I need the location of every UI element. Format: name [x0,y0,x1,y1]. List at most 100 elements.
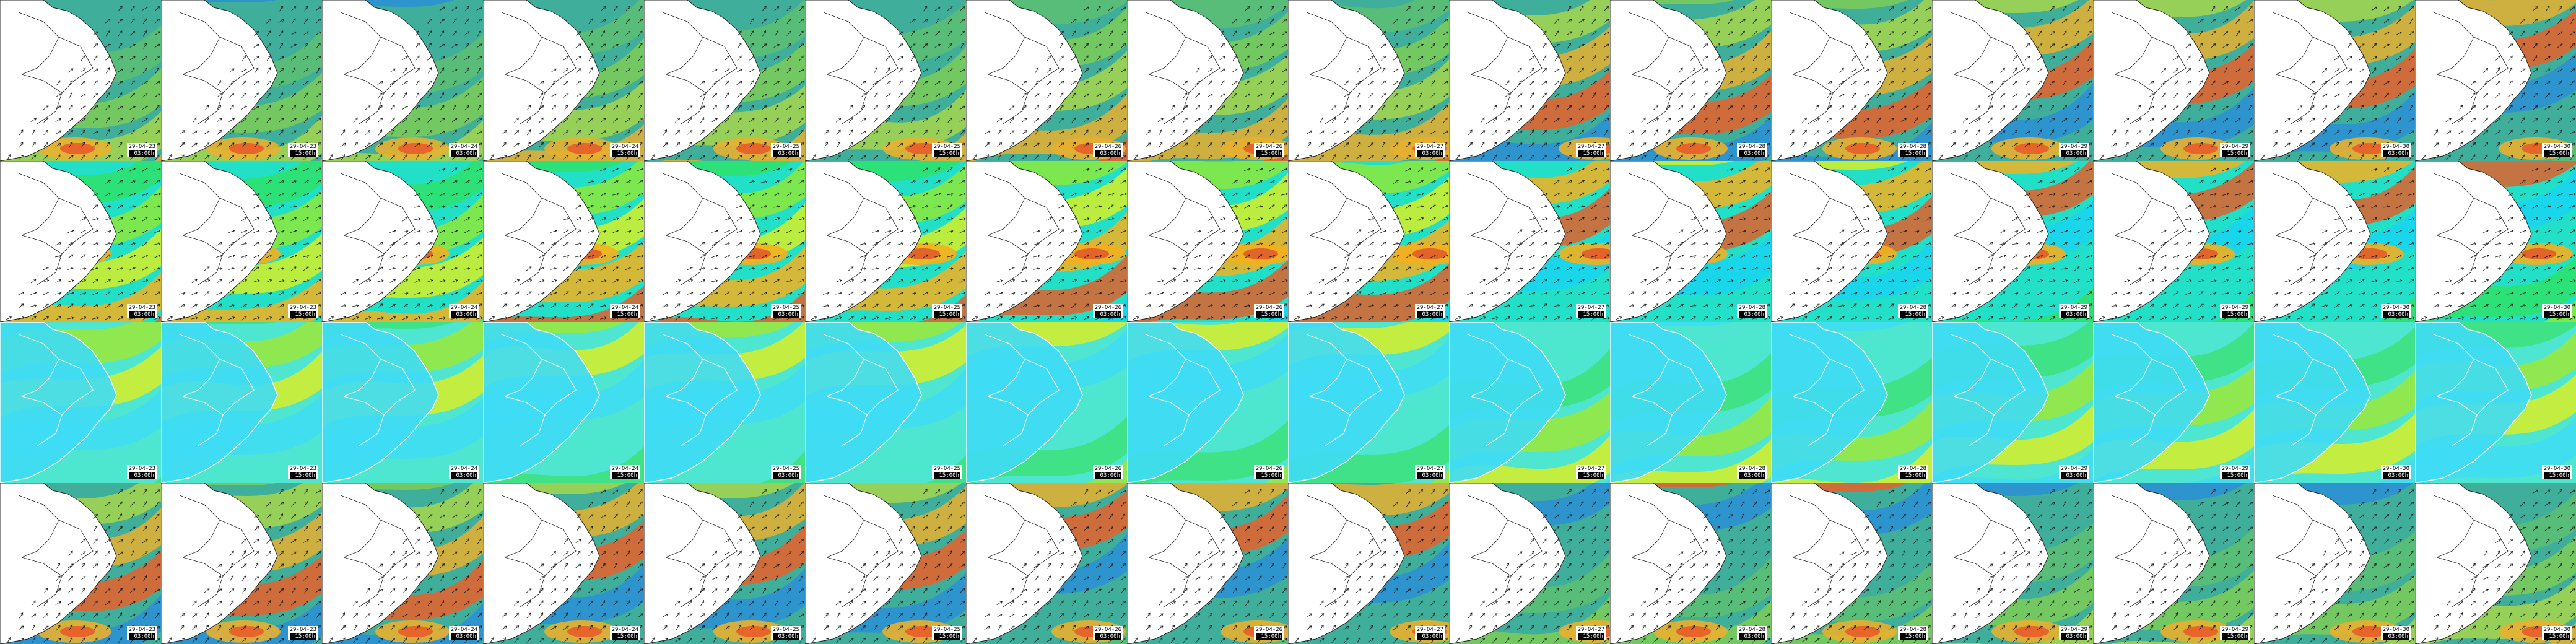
forecast-time: 03:00h [772,472,799,479]
forecast-panel: 29-04-23 03:00h [0,322,161,483]
forecast-date: 29-04-26 [1255,466,1282,472]
forecast-map [1932,161,2093,322]
forecast-panel: 29-04-29 15:00h [2093,0,2254,161]
forecast-map [1771,0,1932,161]
forecast-panel: 29-04-25 03:00h [644,161,805,322]
timestamp-label: 29-04-28 15:00h [1897,143,1928,157]
forecast-time: 15:00h [2543,472,2570,479]
forecast-time: 03:00h [128,150,155,157]
forecast-time: 15:00h [289,311,316,318]
forecast-time: 15:00h [1255,633,1282,640]
forecast-panel: 29-04-25 15:00h [805,322,966,483]
forecast-time: 15:00h [1899,150,1926,157]
forecast-date: 29-04-25 [933,627,960,633]
forecast-panel: 29-04-29 15:00h [2093,322,2254,483]
forecast-time: 15:00h [933,150,960,157]
forecast-time: 03:00h [1738,311,1765,318]
forecast-time: 03:00h [2060,150,2087,157]
forecast-panel: 29-04-24 03:00h [322,161,483,322]
timestamp-label: 29-04-28 15:00h [1897,626,1928,640]
forecast-date: 29-04-27 [1416,466,1443,472]
forecast-date: 29-04-25 [772,627,799,633]
forecast-date: 29-04-28 [1899,466,1926,472]
forecast-panel: 29-04-26 03:00h [966,161,1127,322]
forecast-map [322,322,483,483]
forecast-date: 29-04-23 [128,466,155,472]
timestamp-label: 29-04-26 03:00h [1092,626,1123,640]
forecast-time: 15:00h [611,633,638,640]
forecast-map [805,161,966,322]
forecast-panel: 29-04-25 15:00h [805,0,966,161]
forecast-map [1932,483,2093,644]
forecast-time: 15:00h [933,311,960,318]
forecast-date: 29-04-26 [1094,305,1121,311]
timestamp-label: 29-04-29 15:00h [2219,465,2250,479]
forecast-panel: 29-04-29 03:00h [1932,322,2093,483]
forecast-panel: 29-04-27 15:00h [1449,483,1610,644]
timestamp-label: 29-04-23 03:00h [126,465,157,479]
forecast-panel: 29-04-30 03:00h [2254,161,2415,322]
forecast-date: 29-04-25 [772,144,799,150]
forecast-date: 29-04-30 [2382,305,2409,311]
forecast-date: 29-04-27 [1416,627,1443,633]
forecast-date: 29-04-30 [2543,144,2570,150]
forecast-time: 15:00h [2221,472,2248,479]
forecast-date: 29-04-26 [1255,144,1282,150]
timestamp-label: 29-04-23 15:00h [287,626,318,640]
forecast-map [1127,322,1288,483]
forecast-panel: 29-04-28 15:00h [1771,322,1932,483]
forecast-panel: 29-04-25 03:00h [644,322,805,483]
forecast-date: 29-04-23 [128,144,155,150]
forecast-panel: 29-04-23 03:00h [0,0,161,161]
forecast-panel: 29-04-29 15:00h [2093,483,2254,644]
timestamp-label: 29-04-24 15:00h [609,626,640,640]
forecast-map [644,483,805,644]
forecast-date: 29-04-29 [2221,144,2248,150]
forecast-time: 15:00h [1255,311,1282,318]
forecast-date: 29-04-27 [1577,305,1604,311]
forecast-panel: 29-04-29 03:00h [1932,0,2093,161]
forecast-panel: 29-04-23 15:00h [161,483,322,644]
forecast-map [1771,483,1932,644]
forecast-date: 29-04-30 [2543,305,2570,311]
forecast-map [483,483,644,644]
forecast-map [1288,0,1449,161]
forecast-date: 29-04-30 [2382,144,2409,150]
forecast-time: 03:00h [2382,150,2409,157]
forecast-time: 03:00h [128,472,155,479]
forecast-time: 15:00h [2543,633,2570,640]
forecast-map [1449,322,1610,483]
forecast-date: 29-04-29 [2060,627,2087,633]
timestamp-label: 29-04-28 03:00h [1736,304,1767,318]
forecast-map [1449,483,1610,644]
timestamp-label: 29-04-30 03:00h [2380,465,2411,479]
forecast-map [805,322,966,483]
forecast-map [1610,161,1771,322]
forecast-panel: 29-04-26 15:00h [1127,0,1288,161]
forecast-map [322,0,483,161]
forecast-time: 03:00h [1738,633,1765,640]
forecast-time: 03:00h [772,150,799,157]
forecast-date: 29-04-28 [1899,627,1926,633]
forecast-time: 03:00h [2382,633,2409,640]
forecast-panel: 29-04-23 15:00h [161,0,322,161]
forecast-map [1288,161,1449,322]
forecast-date: 29-04-23 [128,305,155,311]
forecast-time: 15:00h [2543,150,2570,157]
forecast-map [2415,483,2576,644]
timestamp-label: 29-04-29 03:00h [2058,465,2089,479]
timestamp-label: 29-04-25 03:00h [770,143,801,157]
forecast-time: 15:00h [1577,150,1604,157]
forecast-map [322,161,483,322]
forecast-panel: 29-04-30 03:00h [2254,0,2415,161]
forecast-map [1127,0,1288,161]
timestamp-label: 29-04-23 15:00h [287,143,318,157]
forecast-map [805,483,966,644]
forecast-map [483,322,644,483]
forecast-map [483,0,644,161]
forecast-date: 29-04-24 [450,144,477,150]
forecast-map [161,0,322,161]
forecast-map [1610,0,1771,161]
forecast-panel: 29-04-24 03:00h [322,0,483,161]
